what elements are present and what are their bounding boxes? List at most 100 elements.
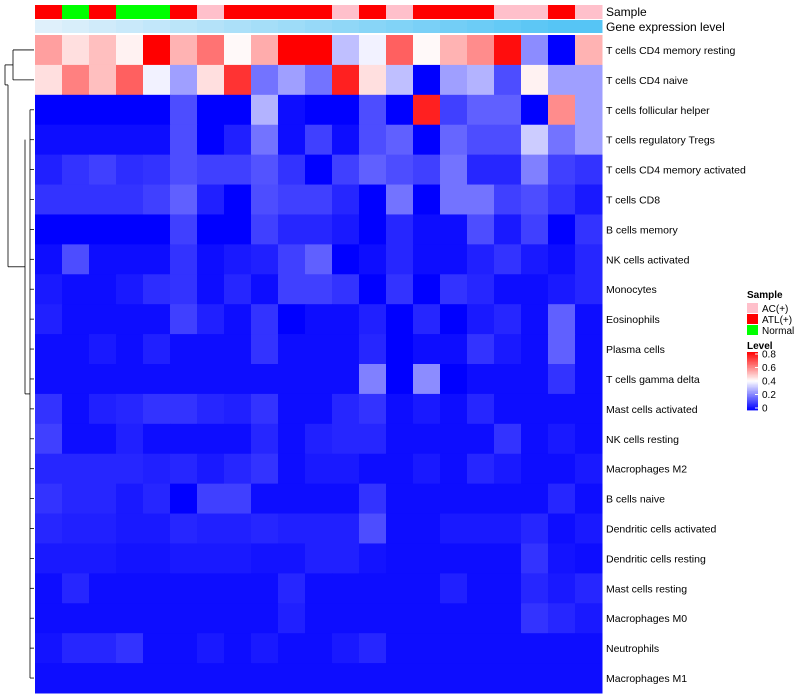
heatmap-cell (548, 184, 576, 215)
heatmap-cell (521, 633, 549, 664)
heatmap-cell (359, 334, 387, 365)
level-colorbar-segment (747, 391, 758, 393)
heatmap-cell (197, 184, 225, 215)
level-colorbar-segment (747, 404, 758, 407)
heatmap-cell (575, 393, 603, 425)
heatmap-cell (386, 453, 414, 485)
heatmap-cell (170, 633, 198, 664)
level-colorbar-segment (747, 365, 758, 367)
sample-annotation-label: Sample (606, 5, 647, 19)
heatmap-cell (575, 603, 603, 634)
gene-expression-annotation-cell (278, 20, 306, 33)
heatmap-cell (35, 633, 63, 664)
heatmap-cell (305, 94, 333, 126)
heatmap-cell (332, 513, 360, 544)
gene-expression-annotation-cell (575, 20, 603, 33)
heatmap-cell (494, 423, 522, 455)
heatmap-cell (278, 573, 306, 604)
gene-expression-annotation-cell (440, 20, 468, 33)
heatmap-cell (143, 573, 171, 604)
heatmap-cell (440, 603, 468, 634)
heatmap-cell (548, 633, 576, 664)
heatmap-cell (575, 453, 603, 485)
heatmap-cell (35, 483, 63, 515)
sample-annotation-cell (440, 5, 468, 19)
heatmap-cell (332, 573, 360, 604)
level-colorbar-segment (747, 367, 758, 370)
heatmap-cell (359, 423, 387, 455)
level-colorbar-segment (747, 388, 758, 391)
heatmap-cell (575, 274, 603, 305)
heatmap-cell (548, 214, 576, 245)
level-colorbar-segment (747, 399, 758, 402)
heatmap-cell (197, 543, 225, 574)
heatmap-cell (494, 513, 522, 544)
heatmap-cell (440, 663, 468, 694)
heatmap-cell (467, 543, 495, 574)
heatmap-cell (386, 154, 414, 186)
row-label: Mast cells activated (606, 404, 698, 416)
heatmap-cell (521, 124, 549, 156)
heatmap-cell (467, 244, 495, 275)
level-colorbar-segment (747, 352, 758, 354)
heatmap-cell (440, 214, 468, 245)
heatmap-cell (494, 453, 522, 485)
gene-expression-annotation-cell (197, 20, 225, 33)
heatmap-cell (521, 274, 549, 305)
heatmap-cell (143, 663, 171, 694)
heatmap-cell (35, 214, 63, 245)
heatmap-cell (467, 364, 495, 395)
heatmap-cell (251, 393, 279, 425)
gene-expression-annotation-cell (548, 20, 576, 33)
heatmap-cell (143, 35, 171, 66)
heatmap-cell (224, 573, 252, 604)
heatmap-cell (359, 573, 387, 604)
heatmap-cell (116, 94, 144, 126)
heatmap-cell (467, 393, 495, 425)
heatmap-cell (332, 154, 360, 186)
heatmap-cell (197, 94, 225, 126)
level-colorbar-segment (747, 394, 758, 396)
level-colorbar-segment (747, 353, 758, 356)
heatmap-cell (197, 483, 225, 515)
level-colorbar-segment (747, 395, 758, 398)
heatmap-cell (359, 543, 387, 574)
heatmap-cell (278, 633, 306, 664)
heatmap-cell (35, 573, 63, 604)
sample-annotation-cell (116, 5, 144, 19)
heatmap-cell (386, 334, 414, 365)
heatmap-cell (548, 244, 576, 275)
heatmap-cell (143, 423, 171, 455)
heatmap-cell (386, 603, 414, 634)
heatmap-cell (62, 274, 90, 305)
heatmap-cell (251, 573, 279, 604)
heatmap-cell (305, 603, 333, 634)
heatmap-cell (35, 94, 63, 126)
level-colorbar-segment (747, 385, 758, 388)
heatmap-cell (305, 364, 333, 395)
heatmap-cell (494, 184, 522, 215)
sample-annotation-cell (170, 5, 198, 19)
heatmap-cell (521, 184, 549, 215)
heatmap-cell (197, 364, 225, 395)
gene-expression-annotation-cell (62, 20, 90, 33)
heatmap-cell (35, 334, 63, 365)
heatmap-cell (278, 64, 306, 96)
heatmap-cell (35, 423, 63, 455)
heatmap-cell (224, 154, 252, 186)
heatmap-cell (62, 244, 90, 275)
heatmap-cell (440, 64, 468, 96)
heatmap-cell (62, 603, 90, 634)
heatmap-cell (278, 543, 306, 574)
heatmap-cell (278, 453, 306, 485)
heatmap-cell (35, 124, 63, 156)
heatmap-cell (386, 663, 414, 694)
heatmap-cell (35, 304, 63, 335)
heatmap-cell (467, 184, 495, 215)
heatmap-cell (89, 513, 117, 544)
heatmap-cell (116, 124, 144, 156)
heatmap-cell (386, 94, 414, 126)
row-label: T cells CD4 naive (606, 75, 688, 87)
row-label: Macrophages M0 (606, 613, 687, 625)
heatmap-cell (251, 35, 279, 66)
